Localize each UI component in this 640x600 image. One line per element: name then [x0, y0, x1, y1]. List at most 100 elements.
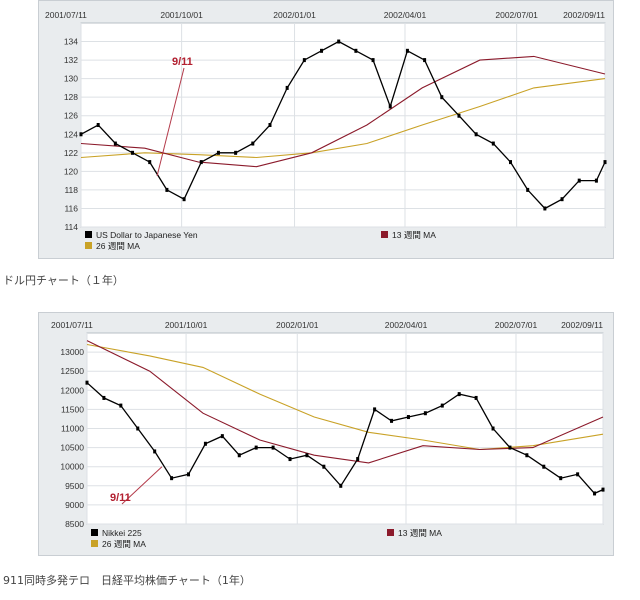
price-point — [457, 392, 461, 397]
event-annotation-label: 9/11 — [172, 56, 193, 68]
event-annotation-line — [121, 466, 163, 505]
price-point — [119, 403, 123, 408]
price-point — [320, 48, 324, 53]
y-tick-label: 12500 — [60, 366, 84, 376]
x-tick-label: 2002/04/01 — [384, 10, 427, 20]
price-point — [268, 123, 272, 127]
price-point — [322, 464, 326, 469]
price-point — [440, 95, 444, 100]
price-point — [594, 178, 598, 183]
price-point — [288, 457, 292, 462]
legend-price-label: US Dollar to Japanese Yen — [96, 230, 198, 240]
ma13-series-line — [86, 340, 604, 464]
legend-price-label: Nikkei 225 — [102, 528, 142, 538]
y-tick-label: 118 — [64, 185, 78, 195]
y-tick-label: 120 — [64, 166, 78, 176]
usdjpy-chart-panel: 114 116 118 120 122 124 126 128 130 132 134 2001/07… — [38, 0, 614, 259]
price-point — [356, 457, 360, 462]
price-point — [153, 449, 157, 454]
price-point — [234, 150, 238, 155]
price-point — [603, 160, 607, 165]
price-point — [113, 141, 117, 146]
price-point — [251, 141, 255, 146]
ma26-series-line — [80, 78, 606, 159]
price-point — [302, 58, 306, 63]
x-tick-label: 2002/04/01 — [385, 320, 428, 330]
price-point — [220, 434, 224, 439]
usdjpy-chart: 114 116 118 120 122 124 126 128 130 132 134 2001/07… — [45, 10, 607, 251]
nikkei-chart-caption: 911同時多発テロ 日経平均株価チャート（1年） — [3, 574, 251, 587]
x-tick-label: 2001/10/01 — [160, 10, 203, 20]
price-point — [559, 476, 563, 481]
price-point — [354, 48, 358, 53]
price-point — [509, 160, 513, 165]
x-tick-label: 2001/07/11 — [51, 320, 93, 330]
usdjpy-chart-caption: ドル円チャート（１年） — [3, 274, 124, 287]
y-tick-label: 10000 — [60, 462, 84, 472]
y-tick-label: 9500 — [65, 481, 84, 491]
price-point — [131, 150, 135, 155]
price-point — [440, 403, 444, 408]
y-tick-label: 13000 — [60, 347, 84, 357]
legend-price-swatch — [85, 231, 92, 238]
price-point — [237, 453, 241, 458]
x-tick-label: 2001/07/11 — [45, 10, 87, 20]
price-point — [405, 48, 409, 53]
y-tick-label: 134 — [64, 37, 78, 47]
price-point — [182, 197, 186, 202]
price-point — [576, 472, 580, 477]
price-series-line — [80, 40, 606, 210]
price-point — [371, 58, 375, 63]
x-tick-label: 2002/07/01 — [495, 320, 538, 330]
price-point — [388, 104, 392, 109]
y-tick-label: 126 — [64, 111, 78, 121]
event-annotation-label: 9/11 — [110, 492, 131, 504]
legend-ma26-label: 26 週間 MA — [96, 241, 140, 251]
price-point — [423, 58, 427, 63]
y-tick-label: 116 — [64, 203, 78, 213]
y-tick-label: 10500 — [60, 443, 84, 453]
y-tick-label: 9000 — [65, 500, 84, 510]
y-tick-label: 12000 — [60, 385, 84, 395]
price-point — [305, 453, 309, 458]
price-point — [560, 197, 564, 202]
price-point — [508, 445, 512, 450]
price-point — [577, 178, 581, 183]
price-point — [85, 380, 89, 385]
plot-area — [80, 22, 606, 228]
price-point — [390, 418, 394, 423]
price-point — [148, 160, 152, 165]
y-tick-label: 11000 — [61, 424, 84, 434]
x-tick-label: 2002/09/11 — [563, 10, 605, 20]
price-point — [526, 187, 530, 192]
legend-ma13-label: 13 週間 MA — [392, 230, 436, 240]
price-point — [187, 472, 191, 477]
price-point — [406, 415, 410, 420]
price-point — [203, 441, 207, 446]
price-point — [491, 426, 495, 431]
nikkei-chart: 8500 9000 9500 10000 10500 11000 11500 12000 125… — [51, 320, 605, 549]
price-point — [199, 160, 203, 165]
y-tick-label: 114 — [64, 222, 78, 232]
price-point — [165, 187, 169, 192]
legend-ma13-swatch — [387, 529, 394, 536]
price-point — [457, 113, 461, 118]
y-tick-label: 130 — [64, 74, 78, 84]
price-point — [271, 445, 275, 450]
x-tick-label: 2002/09/11 — [561, 320, 603, 330]
legend-price-swatch — [91, 529, 98, 536]
price-point — [136, 426, 140, 431]
price-point — [96, 123, 100, 127]
price-point — [285, 85, 289, 90]
x-tick-label: 2002/01/01 — [276, 320, 319, 330]
x-tick-label: 2001/10/01 — [165, 320, 208, 330]
x-tick-label: 2002/07/01 — [495, 10, 538, 20]
event-annotation-line — [156, 67, 185, 177]
y-tick-label: 128 — [64, 92, 78, 102]
price-point — [339, 483, 343, 488]
legend-ma26-swatch — [85, 242, 92, 249]
legend-ma26-swatch — [91, 540, 98, 547]
price-point — [254, 445, 258, 450]
y-tick-label: 132 — [64, 55, 78, 65]
price-point — [474, 132, 478, 137]
